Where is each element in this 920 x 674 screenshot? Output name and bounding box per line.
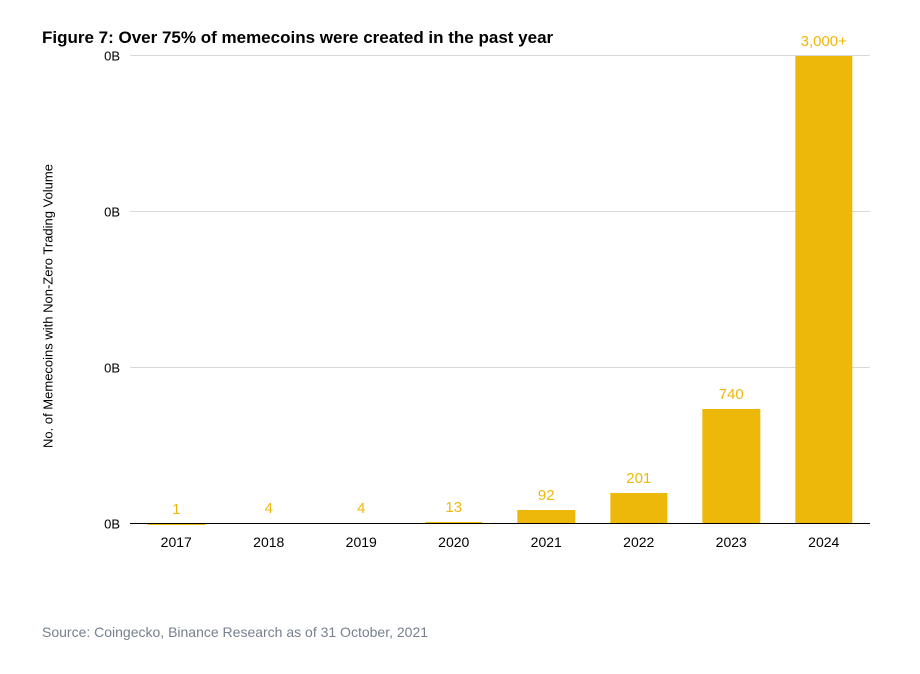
- bar-value-label: 4: [265, 500, 273, 517]
- x-tick-label: 2019: [346, 524, 377, 550]
- bar-slot: 3,000+2024: [778, 56, 871, 524]
- y-axis-label: No. of Memecoins with Non-Zero Trading V…: [41, 164, 56, 448]
- bar-value-label: 92: [538, 487, 555, 504]
- x-tick-label: 2023: [716, 524, 747, 550]
- bar: [518, 510, 575, 524]
- bar: [795, 56, 852, 524]
- plot-region: 0B0B0B0B 1201742018420191320209220212012…: [130, 56, 870, 524]
- x-tick-label: 2018: [253, 524, 284, 550]
- x-axis-line: [130, 523, 870, 524]
- y-tick-label: 0B: [104, 361, 130, 376]
- x-tick-label: 2017: [161, 524, 192, 550]
- x-tick-label: 2020: [438, 524, 469, 550]
- y-tick-label: 0B: [104, 517, 130, 532]
- bar-value-label: 4: [357, 500, 365, 517]
- bar-value-label: 201: [626, 470, 651, 487]
- bar-slot: 922021: [500, 56, 593, 524]
- y-tick-label: 0B: [104, 205, 130, 220]
- y-tick-label: 0B: [104, 49, 130, 64]
- bar-slot: 42018: [223, 56, 316, 524]
- x-tick-label: 2024: [808, 524, 839, 550]
- bar-value-label: 740: [719, 386, 744, 403]
- bar: [610, 493, 667, 524]
- chart-area: No. of Memecoins with Non-Zero Trading V…: [82, 56, 870, 556]
- bar-slot: 12017: [130, 56, 223, 524]
- x-tick-label: 2022: [623, 524, 654, 550]
- x-tick-label: 2021: [531, 524, 562, 550]
- source-caption: Source: Coingecko, Binance Research as o…: [42, 624, 428, 640]
- bar-value-label: 13: [445, 499, 462, 516]
- bar-slot: 132020: [408, 56, 501, 524]
- bar-value-label: 3,000+: [801, 33, 847, 50]
- bar-value-label: 1: [172, 501, 180, 518]
- figure-title: Figure 7: Over 75% of memecoins were cre…: [42, 28, 878, 48]
- bar-slot: 7402023: [685, 56, 778, 524]
- bar-slot: 42019: [315, 56, 408, 524]
- figure-container: Figure 7: Over 75% of memecoins were cre…: [0, 0, 920, 674]
- bars-group: 1201742018420191320209220212012022740202…: [130, 56, 870, 524]
- bar-slot: 2012022: [593, 56, 686, 524]
- bar: [703, 409, 760, 524]
